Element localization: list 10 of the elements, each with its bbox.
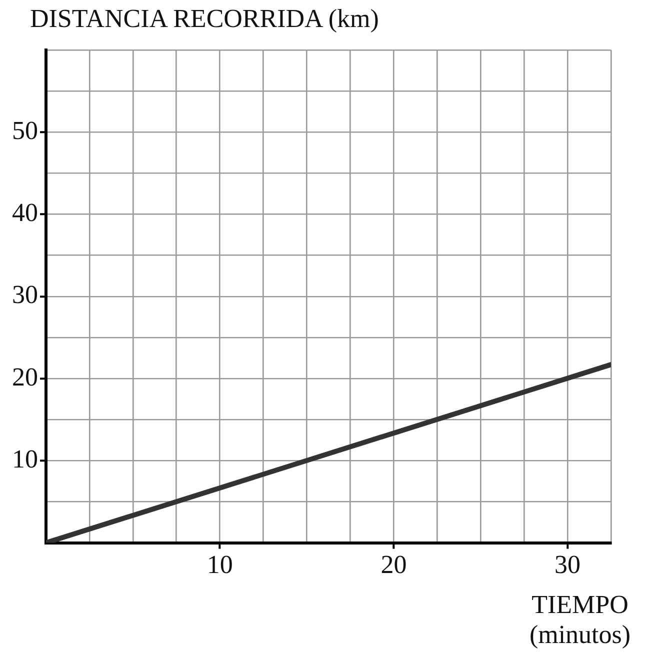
y-tick-label: 30 (12, 280, 38, 310)
y-tick-label: 40 (12, 198, 38, 228)
y-tick-label: 50 (12, 116, 38, 145)
y-tick-label: 10 (12, 444, 38, 474)
chart-title: DISTANCIA RECORRIDA (km) (30, 4, 379, 34)
x-tick-label: 30 (554, 550, 581, 580)
x-tick-label: 10 (206, 550, 233, 580)
x-axis-title: TIEMPO (minutos) (528, 590, 632, 650)
x-tick-label: 20 (380, 550, 407, 580)
y-tick-label: 20 (12, 362, 38, 392)
